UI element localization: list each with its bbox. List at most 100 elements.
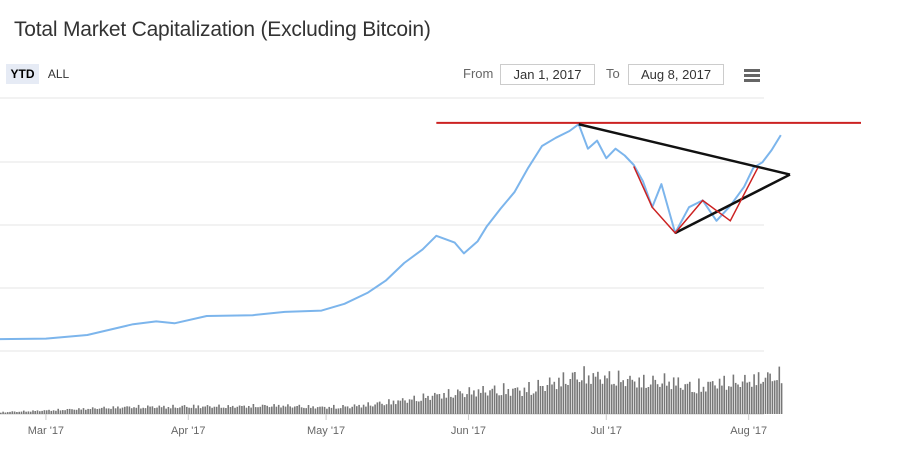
volume-bar xyxy=(296,406,298,414)
volume-bar xyxy=(259,406,262,414)
volume-bar xyxy=(303,407,305,414)
volume-bar xyxy=(436,394,438,414)
volume-bar xyxy=(482,386,484,414)
volume-bar xyxy=(266,405,268,414)
volume-bar xyxy=(9,411,11,414)
volume-bar xyxy=(27,411,30,414)
volume-bar xyxy=(121,407,124,414)
volume-bar xyxy=(597,371,599,414)
volume-bar xyxy=(452,397,454,414)
volume-bar xyxy=(245,407,248,414)
volume-bar xyxy=(629,375,631,414)
volume-bar xyxy=(746,382,748,414)
volume-bar xyxy=(780,383,783,414)
volume-bar xyxy=(2,411,4,414)
volume-bar xyxy=(346,406,349,414)
volume-bar xyxy=(220,407,223,414)
volume-bar xyxy=(264,405,266,414)
volume-bar xyxy=(587,375,590,414)
volume-bar xyxy=(778,366,781,414)
volume-bar xyxy=(406,402,409,414)
volume-bar xyxy=(257,407,259,414)
volume-bar xyxy=(231,405,234,414)
volume-bar xyxy=(358,404,360,414)
volume-bar xyxy=(165,408,167,414)
triangle-trendline xyxy=(674,173,791,235)
volume-bar xyxy=(498,395,500,414)
range-button-all[interactable]: ALL xyxy=(47,67,70,81)
volume-bar xyxy=(737,384,739,414)
volume-bar xyxy=(539,386,542,414)
volume-bar xyxy=(509,395,512,414)
volume-bar xyxy=(608,371,611,414)
volume-bar xyxy=(119,408,121,414)
volume-bar xyxy=(551,384,553,414)
volume-bar xyxy=(413,395,415,414)
volume-bar xyxy=(174,407,177,414)
volume-bar xyxy=(776,380,778,414)
volume-bar xyxy=(564,383,567,414)
volume-bar xyxy=(486,395,489,414)
volume-bar xyxy=(610,384,613,414)
volume-bar xyxy=(236,406,239,414)
volume-bar xyxy=(206,405,209,414)
volume-bar xyxy=(238,405,241,414)
volume-bar xyxy=(576,379,578,414)
volume-bar xyxy=(748,381,751,414)
volume-bar xyxy=(645,387,647,414)
volume-bar xyxy=(39,411,41,414)
range-button-ytd[interactable]: YTD xyxy=(6,64,39,84)
volume-bar xyxy=(337,408,340,414)
volume-bar xyxy=(179,407,181,414)
volume-bar xyxy=(204,406,206,414)
volume-bar xyxy=(716,388,719,414)
volume-bar xyxy=(321,406,324,414)
volume-bar xyxy=(261,404,264,414)
volume-bar xyxy=(312,406,314,414)
volume-bar xyxy=(55,410,57,414)
volume-bar xyxy=(700,391,702,414)
chart-menu-button[interactable] xyxy=(740,64,764,86)
volume-bar xyxy=(59,410,62,414)
volume-bar xyxy=(151,406,154,414)
volume-bar xyxy=(87,408,89,414)
volume-bar xyxy=(117,406,119,414)
volume-bar xyxy=(744,374,746,414)
volume-bar xyxy=(544,391,546,414)
volume-bar xyxy=(62,410,64,414)
volume-bar xyxy=(418,401,420,414)
volume-bar xyxy=(684,384,686,414)
volume-bar xyxy=(626,379,629,414)
volume-bar xyxy=(41,410,43,414)
volume-bar xyxy=(248,406,250,414)
volume-bar xyxy=(176,408,179,414)
x-tick-label: Apr '17 xyxy=(171,425,206,437)
volume-bar xyxy=(583,366,585,414)
volume-bar xyxy=(13,411,16,414)
volume-bar xyxy=(574,372,576,414)
volume-bar xyxy=(135,407,138,414)
to-date-input[interactable]: Aug 8, 2017 xyxy=(628,64,724,85)
volume-bar xyxy=(546,385,549,414)
volume-bar xyxy=(82,408,85,414)
volume-bar xyxy=(0,412,2,414)
from-date-input[interactable]: Jan 1, 2017 xyxy=(500,64,595,85)
volume-bar xyxy=(571,372,574,414)
volume-bar xyxy=(98,408,101,414)
volume-bar xyxy=(114,408,117,414)
volume-bar xyxy=(537,379,539,414)
volume-bar xyxy=(548,377,551,414)
volume-bar xyxy=(192,404,195,414)
volume-bar xyxy=(85,409,87,414)
volume-bar xyxy=(25,411,27,414)
volume-bar xyxy=(477,389,480,414)
x-tick-label: May '17 xyxy=(307,425,345,437)
volume-bar xyxy=(45,410,48,414)
volume-bar xyxy=(89,409,92,414)
volume-bar xyxy=(771,381,774,414)
volume-bar xyxy=(360,407,363,414)
volume-bar xyxy=(454,395,457,414)
volume-bar xyxy=(365,406,367,414)
volume-bar xyxy=(691,392,693,414)
volume-bar xyxy=(560,386,562,414)
